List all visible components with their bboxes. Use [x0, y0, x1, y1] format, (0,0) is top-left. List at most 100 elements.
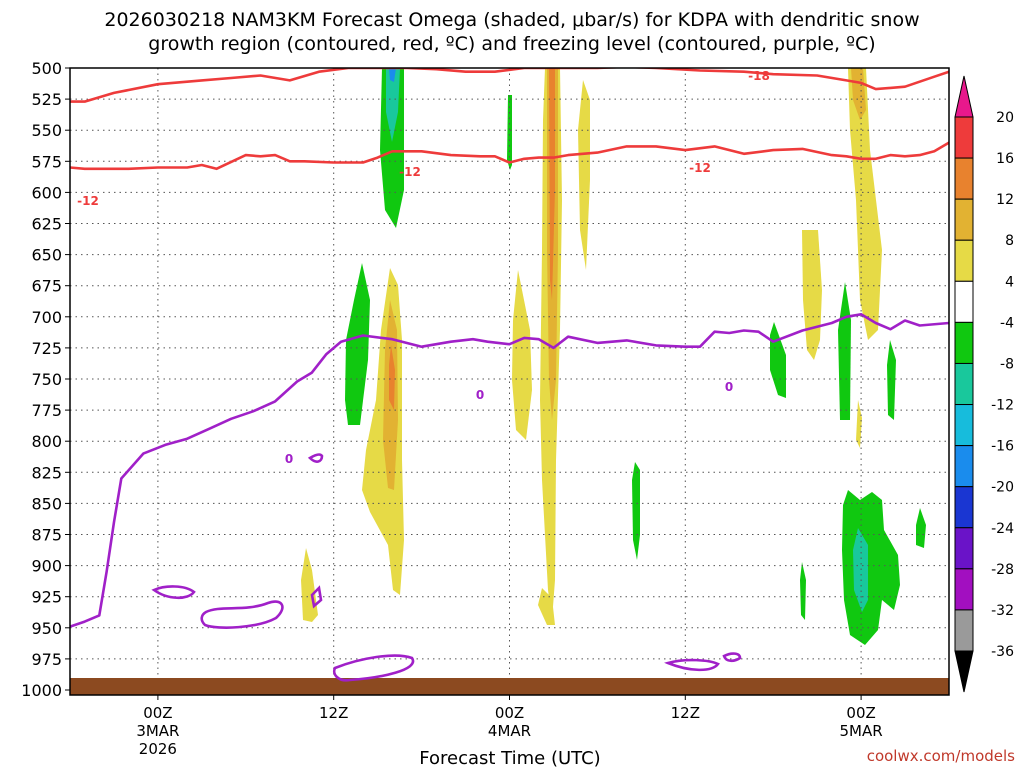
- y-tick-label: 1000: [21, 681, 62, 700]
- omega-cell: [345, 263, 370, 425]
- surface-ground: [70, 678, 949, 695]
- y-tick-label: 950: [31, 619, 62, 638]
- omega-cell: [507, 95, 512, 170]
- freezing-level-loop: [310, 585, 323, 609]
- omega-cell: [842, 490, 900, 645]
- y-tick-label: 925: [31, 588, 62, 607]
- colorbar-swatch: [954, 568, 974, 611]
- colorbar-swatch: [954, 527, 974, 570]
- omega-cell: [632, 462, 640, 560]
- colorbar-label: -12: [991, 398, 1014, 414]
- omega-cell: [538, 588, 555, 625]
- colorbar-swatch: [954, 198, 974, 241]
- omega-cell: [512, 270, 532, 440]
- omega-cell: [800, 562, 806, 620]
- y-tick-label: 700: [31, 308, 62, 327]
- y-tick-label: 900: [31, 557, 62, 576]
- x-tick-label: 00Z: [495, 704, 524, 722]
- y-tick-label: 625: [31, 215, 62, 234]
- freezing-level-loop: [722, 652, 742, 663]
- freezing-level-loop: [664, 658, 720, 672]
- omega-cell: [389, 68, 396, 82]
- y-tick-label: 550: [31, 121, 62, 140]
- y-tick-label: 800: [31, 432, 62, 451]
- colorbar-label: 4: [1005, 274, 1014, 290]
- x-tick-date: 5MAR: [840, 722, 883, 740]
- colorbar-label: -32: [991, 603, 1014, 619]
- chart-title-line1: 2026030218 NAM3KM Forecast Omega (shaded…: [104, 9, 919, 31]
- colorbar-swatch: [954, 321, 974, 364]
- y-tick-label: 825: [31, 463, 62, 482]
- x-tick-label: 12Z: [319, 704, 348, 722]
- freezing-level-label: 0: [725, 380, 733, 394]
- y-tick-label: 675: [31, 277, 62, 296]
- x-tick-label: 00Z: [846, 704, 875, 722]
- x-tick-date: 3MAR: [136, 722, 179, 740]
- contour-lines: [70, 68, 949, 682]
- colorbar-label: 8: [1005, 233, 1014, 249]
- freezing-level-loop: [151, 585, 196, 600]
- y-tick-label: 500: [31, 59, 62, 78]
- freezing-level-loop: [332, 654, 415, 682]
- isotherm-label: -18: [748, 69, 770, 83]
- omega-cell: [887, 340, 896, 420]
- chart-title-line2: growth region (contoured, red, ºC) and f…: [148, 33, 875, 55]
- y-tick-label: 650: [31, 246, 62, 265]
- x-tick-label: 12Z: [671, 704, 700, 722]
- colorbar-label: -36: [991, 644, 1014, 660]
- colorbar-label: -8: [1000, 356, 1014, 372]
- y-tick-label: 600: [31, 183, 62, 202]
- isotherm-label: -12: [689, 161, 711, 175]
- colorbar-swatch: [954, 445, 974, 488]
- colorbar-swatch: [954, 486, 974, 529]
- omega-cell: [389, 345, 395, 410]
- colorbar-swatch: [954, 362, 974, 406]
- x-axis-label: Forecast Time (UTC): [419, 748, 600, 768]
- colorbar-label: -20: [991, 480, 1014, 496]
- x-tick-date: 4MAR: [488, 722, 531, 740]
- y-tick-label: 775: [31, 401, 62, 420]
- colorbar-swatch: [954, 609, 974, 652]
- y-tick-label: 875: [31, 526, 62, 545]
- colorbar-swatch: [954, 116, 974, 159]
- omega-cell: [386, 68, 400, 142]
- freezing-level-label: 0: [285, 452, 293, 466]
- y-tick-label: 725: [31, 339, 62, 358]
- omega-cell: [856, 400, 862, 448]
- colorbar-label: -16: [991, 439, 1014, 455]
- y-tick-label: 525: [31, 90, 62, 109]
- colorbar-swatch: [954, 404, 974, 447]
- x-tick-label: 00Z: [143, 704, 172, 722]
- omega-cell: [578, 80, 590, 270]
- colorbar-label: 16: [996, 151, 1014, 167]
- y-tick-label: 575: [31, 152, 62, 171]
- y-tick-label: 750: [31, 370, 62, 389]
- freezing-level-loop: [200, 600, 284, 629]
- freezing-level-loop: [307, 453, 324, 463]
- colorbar-bottom-arrow: [954, 650, 974, 693]
- colorbar-swatch: [954, 157, 974, 200]
- omega-cell: [549, 68, 555, 300]
- colorbar-label: -24: [991, 521, 1014, 537]
- colorbar-swatch: [954, 239, 974, 282]
- omega-cell: [853, 528, 868, 612]
- colorbar-label: 12: [996, 192, 1014, 208]
- colorbar: 20 16 12 8 4 -4 -8 -12 -16 -20 -24 -28 -32 -36: [954, 75, 1014, 693]
- site-watermark: coolwx.com/models: [867, 747, 1015, 765]
- freezing-level-line: [70, 313, 949, 628]
- dendritic-isotherm-line: [70, 68, 949, 103]
- freezing-level-label: 0: [476, 388, 484, 402]
- colorbar-label: -4: [1000, 315, 1014, 331]
- omega-cell: [916, 508, 926, 548]
- omega-cell: [848, 68, 882, 340]
- grid-lines: [70, 68, 949, 691]
- isotherm-label: -12: [399, 165, 421, 179]
- x-tick-year: 2026: [139, 740, 177, 758]
- contour-labels: -12 -12 -12 -18 0 0 0: [77, 69, 770, 466]
- colorbar-label: 20: [996, 110, 1014, 126]
- omega-shading: [301, 68, 926, 645]
- colorbar-label: -28: [991, 562, 1014, 578]
- dendritic-isotherm-line: [70, 141, 949, 171]
- colorbar-top-arrow: [954, 75, 974, 118]
